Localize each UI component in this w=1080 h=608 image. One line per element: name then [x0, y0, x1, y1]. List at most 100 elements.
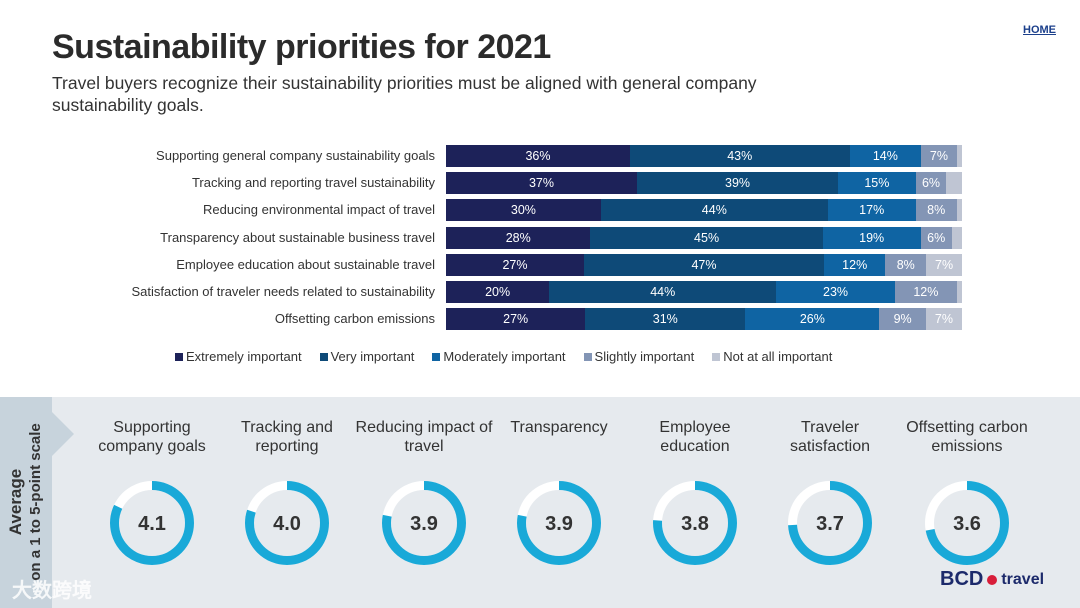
bar-segment: 37%: [446, 172, 637, 195]
category-label: Employee education about sustainable tra…: [176, 256, 435, 272]
average-donut: Reducing impact of travel 3.9: [354, 418, 494, 568]
logo-suffix: travel: [1001, 570, 1045, 588]
bar-segment: [956, 199, 962, 222]
bar-segment: 8%: [885, 253, 927, 276]
bar-segment: [946, 172, 962, 195]
bar-segment: 6%: [920, 226, 952, 249]
legend-item: Very important: [319, 349, 415, 364]
legend-item: Moderately important: [432, 349, 566, 364]
bar-segment: 14%: [849, 145, 922, 167]
bar-row: 30% 44% 17% 8%: [446, 199, 962, 222]
donut-value: 3.9: [410, 513, 438, 535]
bar-row: 37% 39% 15% 6%: [446, 172, 962, 195]
category-labels: Supporting general company sustainabilit…: [60, 145, 435, 335]
bcd-travel-logo: BCD travel: [940, 568, 1044, 591]
donut-value: 4.1: [138, 513, 166, 535]
donut-value: 3.9: [545, 513, 573, 535]
average-donut: Offsetting carbon emissions 3.6: [897, 418, 1037, 568]
category-label: Transparency about sustainable business …: [160, 229, 435, 245]
average-donut: Supporting company goals 4.1: [82, 418, 222, 568]
average-donut: Transparency 3.9: [489, 418, 629, 568]
page-title: Sustainability priorities for 2021: [52, 28, 551, 66]
bar-segment: 45%: [590, 226, 823, 249]
donut-ring: 3.9: [382, 481, 466, 565]
donut-ring: 3.6: [925, 481, 1009, 565]
legend-label: Very important: [330, 349, 415, 364]
bar-row: 27% 47% 12% 8% 7%: [446, 253, 962, 276]
bar-segment: 12%: [894, 280, 957, 303]
bar-segment: 17%: [827, 199, 916, 222]
category-label: Reducing environmental impact of travel: [203, 202, 435, 218]
bar-segment: 30%: [446, 199, 601, 222]
logo-dot-icon: [987, 574, 998, 585]
bar-segment: 19%: [822, 226, 921, 249]
bar-segment: [951, 226, 962, 249]
legend-label: Not at all important: [723, 349, 833, 364]
bar-segment: 44%: [549, 280, 777, 303]
donut-title: Transparency: [510, 419, 608, 436]
donut-title: Reducing impact of travel: [355, 419, 493, 455]
donut-ring: 4.0: [245, 481, 329, 565]
category-label: Satisfaction of traveler needs related t…: [131, 283, 435, 299]
bar-segment: 7%: [925, 308, 962, 331]
bar-segment: 6%: [915, 172, 947, 195]
legend-swatch: [432, 352, 441, 361]
averages-side-label: Average on a 1 to 5-point scale: [6, 423, 46, 581]
logo-brand: BCD: [940, 568, 984, 590]
bar-segment: 8%: [915, 199, 957, 222]
donut-title: Traveler satisfaction: [789, 419, 871, 455]
bar-segment: 31%: [585, 308, 746, 331]
side-label-scale: on a 1 to 5-point scale: [27, 423, 44, 581]
donut-value: 4.0: [273, 513, 301, 535]
donut-title: Employee education: [659, 419, 731, 455]
bar-segment: 7%: [921, 145, 957, 167]
bar-segment: 43%: [629, 145, 850, 167]
legend-swatch: [175, 352, 183, 361]
average-donut: Traveler satisfaction 3.7: [760, 418, 900, 568]
chart-legend: Extremely important Very important Moderat…: [175, 349, 832, 364]
bar-segment: 27%: [446, 308, 586, 331]
watermark: 大数跨境: [12, 580, 92, 602]
page-subtitle: Travel buyers recognize their sustainabi…: [52, 73, 757, 115]
category-label: Offsetting carbon emissions: [274, 311, 435, 327]
donut-title: Offsetting carbon emissions: [906, 419, 1028, 455]
donut-value: 3.8: [681, 513, 709, 535]
legend-swatch: [583, 352, 592, 361]
legend-item: Slightly important: [583, 349, 695, 364]
bar-segment: 28%: [446, 226, 591, 249]
bar-segment: [956, 145, 962, 167]
legend-swatch: [319, 352, 328, 361]
bar-segment: 20%: [446, 280, 550, 303]
donut-ring: 3.9: [517, 481, 601, 565]
bar-segment: 47%: [583, 253, 825, 276]
home-link[interactable]: HOME: [1023, 24, 1056, 36]
bar-row: 28% 45% 19% 6%: [446, 226, 962, 249]
bar-segment: 39%: [636, 172, 839, 195]
bar-segment: 12%: [824, 253, 886, 276]
averages-side-strip: [0, 397, 52, 608]
bar-segment: 7%: [926, 253, 962, 276]
side-label-title: Average: [6, 468, 25, 536]
bar-row: 27% 31% 26% 9% 7%: [446, 308, 962, 331]
donut-ring: 3.7: [788, 481, 872, 565]
category-label: Tracking and reporting travel sustainabi…: [191, 175, 435, 191]
donut-title: Tracking and reporting: [241, 419, 333, 455]
average-donut: Tracking and reporting 4.0: [217, 418, 357, 568]
legend-item: Not at all important: [712, 349, 832, 364]
bar-segment: 44%: [600, 199, 828, 222]
bar-segment: 27%: [446, 253, 584, 276]
legend-swatch: [712, 352, 721, 361]
donut-value: 3.6: [953, 513, 981, 535]
bar-row: 20% 44% 23% 12%: [446, 280, 962, 303]
side-arrow: [52, 412, 74, 456]
bar-row: 36% 43% 14% 7%: [446, 145, 962, 167]
bar-segment: 26%: [745, 308, 880, 331]
donut-value: 3.7: [816, 513, 844, 535]
donut-ring: 3.8: [653, 481, 737, 565]
legend-item: Extremely important: [175, 349, 302, 364]
bar-segment: 23%: [776, 280, 895, 303]
average-donut: Employee education 3.8: [625, 418, 765, 568]
donut-title: Supporting company goals: [98, 419, 206, 455]
legend-label: Slightly important: [594, 349, 695, 364]
category-label: Supporting general company sustainabilit…: [156, 148, 435, 163]
